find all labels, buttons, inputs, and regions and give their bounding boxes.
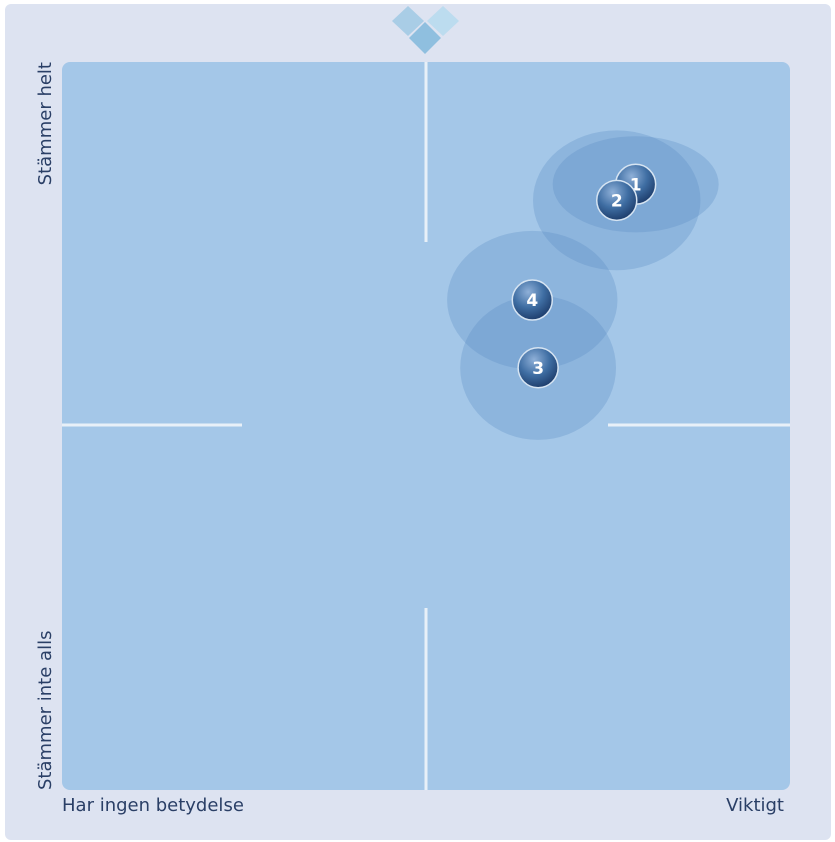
point-label: 4: [526, 291, 538, 311]
x-tick-label: Viktigt: [726, 795, 784, 816]
y-tick-label: Stämmer inte alls: [35, 631, 56, 790]
point: [511, 279, 554, 321]
quadrant-lines: [62, 62, 790, 790]
point-label: 3: [532, 359, 544, 379]
x-tick-label: Har ingen betydelse: [62, 795, 244, 816]
y-tick-label: Stämmer helt: [35, 62, 56, 185]
point: [595, 179, 638, 222]
plot-area: [62, 62, 790, 790]
point: [517, 347, 559, 389]
logo: [392, 6, 459, 54]
point-label: 1: [630, 175, 642, 195]
point-label: 2: [611, 191, 623, 211]
